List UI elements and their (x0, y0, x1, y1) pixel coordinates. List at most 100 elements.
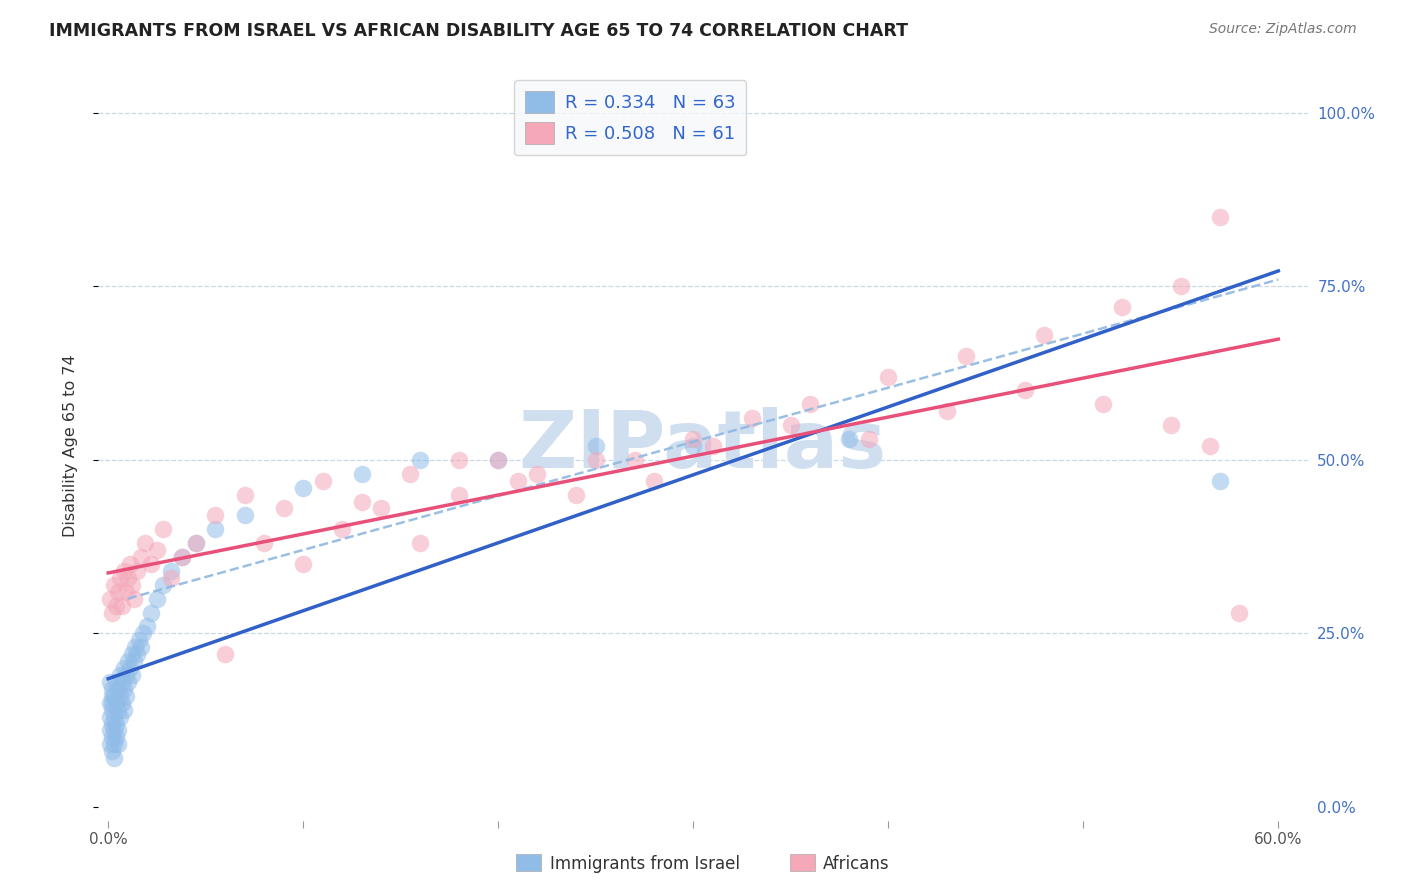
Point (1209, 210, 1232, 224)
Point (101, 606, 124, 620)
Point (104, 696, 127, 710)
Point (103, 578, 125, 592)
Point (111, 696, 134, 710)
Point (623, 453, 645, 467)
Point (98, 709, 121, 723)
Legend: Immigrants from Israel, Africans: Immigrants from Israel, Africans (510, 847, 896, 880)
Point (152, 522, 174, 536)
Point (112, 564, 135, 578)
Point (214, 647, 236, 661)
Point (127, 564, 149, 578)
Point (108, 668, 131, 682)
Point (1111, 300, 1133, 314)
Point (858, 432, 880, 446)
Point (643, 474, 665, 488)
Text: ZIPatlas: ZIPatlas (519, 407, 887, 485)
Point (103, 751, 125, 765)
Point (117, 654, 139, 668)
Point (1033, 328, 1056, 343)
Point (114, 668, 136, 682)
Point (103, 723, 125, 738)
Point (101, 689, 124, 703)
Point (486, 453, 509, 467)
Point (108, 709, 131, 723)
Point (350, 467, 373, 481)
Point (399, 467, 422, 481)
Point (779, 418, 801, 433)
Point (139, 606, 162, 620)
Point (98, 723, 121, 738)
Point (101, 703, 124, 717)
Point (204, 522, 226, 536)
Point (131, 549, 153, 564)
Point (253, 536, 276, 550)
Point (101, 696, 124, 710)
Point (370, 501, 392, 516)
Point (98, 696, 121, 710)
Point (1199, 439, 1222, 453)
Point (121, 668, 143, 682)
Point (117, 674, 139, 689)
Point (112, 681, 135, 696)
Point (101, 716, 124, 731)
Point (172, 549, 194, 564)
Point (682, 439, 704, 453)
Point (159, 571, 181, 585)
Point (114, 689, 136, 703)
Point (292, 557, 315, 571)
Point (146, 591, 169, 606)
Point (98, 737, 121, 751)
Point (449, 487, 471, 501)
Point (702, 439, 724, 453)
Point (107, 737, 129, 751)
Point (233, 487, 256, 501)
Point (134, 536, 156, 550)
Point (107, 723, 129, 738)
Point (139, 557, 162, 571)
Y-axis label: Disability Age 65 to 74: Disability Age 65 to 74 (63, 355, 77, 537)
Point (741, 411, 763, 425)
Point (111, 674, 134, 689)
Point (877, 369, 900, 384)
Point (103, 689, 125, 703)
Point (103, 709, 125, 723)
Point (409, 536, 432, 550)
Point (486, 453, 509, 467)
Point (124, 640, 146, 655)
Point (101, 681, 124, 696)
Point (184, 536, 207, 550)
Point (131, 640, 153, 655)
Point (104, 674, 127, 689)
Point (136, 619, 159, 633)
Point (101, 731, 124, 745)
Point (104, 716, 127, 731)
Point (935, 404, 957, 418)
Point (111, 599, 134, 613)
Point (799, 397, 821, 411)
Point (152, 578, 174, 592)
Point (233, 508, 256, 523)
Point (104, 599, 127, 613)
Point (1160, 418, 1182, 433)
Point (506, 474, 529, 488)
Point (146, 543, 169, 558)
Point (122, 654, 145, 668)
Point (107, 584, 129, 599)
Point (107, 703, 129, 717)
Point (114, 584, 136, 599)
Point (108, 571, 131, 585)
Point (98, 674, 121, 689)
Point (118, 557, 141, 571)
Point (122, 591, 145, 606)
Point (172, 549, 194, 564)
Point (292, 481, 315, 495)
Point (1091, 397, 1114, 411)
Point (112, 661, 135, 675)
Text: Source: ZipAtlas.com: Source: ZipAtlas.com (1209, 22, 1357, 37)
Point (273, 501, 295, 516)
Point (128, 633, 150, 648)
Point (121, 647, 143, 661)
Point (955, 349, 977, 363)
Point (112, 703, 135, 717)
Point (330, 522, 353, 536)
